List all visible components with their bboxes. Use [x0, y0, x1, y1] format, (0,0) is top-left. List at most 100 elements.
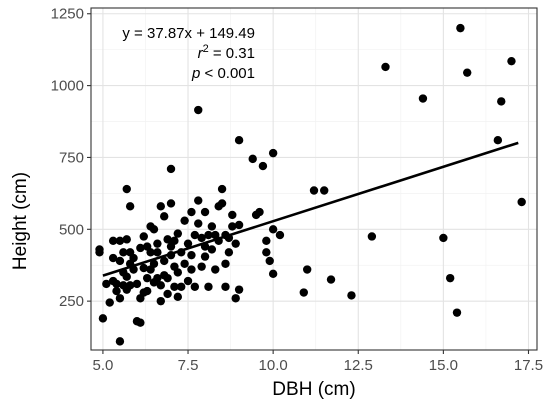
data-point — [190, 282, 200, 291]
y-axis-title: Height (cm) — [10, 172, 31, 270]
data-point — [200, 252, 210, 261]
y-tick-label: 750 — [59, 149, 84, 166]
data-point — [122, 184, 131, 194]
data-point — [211, 265, 220, 274]
data-point — [231, 239, 240, 248]
data-point — [142, 286, 152, 296]
data-point — [146, 248, 155, 257]
data-point — [170, 282, 179, 291]
data-point — [177, 282, 186, 291]
data-point — [183, 239, 193, 248]
data-point — [136, 243, 145, 253]
data-point — [166, 199, 176, 208]
x-tick-label: 5.0 — [92, 357, 113, 374]
data-point — [439, 233, 448, 243]
data-point — [183, 276, 193, 286]
data-point — [125, 202, 135, 211]
data-point — [95, 248, 104, 257]
data-point — [163, 235, 172, 244]
data-point — [217, 184, 227, 194]
data-point — [217, 199, 227, 208]
data-point — [262, 248, 271, 257]
data-point — [98, 314, 108, 323]
data-point — [125, 281, 135, 290]
p-value-label: p < 0.001 — [191, 65, 255, 82]
data-point — [112, 279, 121, 289]
data-point — [367, 232, 377, 241]
data-point — [268, 148, 278, 158]
x-tick-label: 10.0 — [259, 357, 288, 374]
y-tick-label: 250 — [59, 293, 84, 310]
data-point — [456, 23, 465, 33]
data-point — [234, 285, 244, 294]
data-point — [194, 219, 203, 228]
data-point — [173, 229, 183, 238]
regression-line — [102, 141, 519, 277]
data-point — [497, 97, 506, 106]
data-point — [115, 236, 125, 245]
data-point — [207, 245, 217, 254]
data-point — [200, 207, 210, 217]
data-point — [190, 230, 200, 240]
y-tick-label: 500 — [59, 221, 84, 238]
data-point — [493, 136, 503, 145]
r-squared-label: r2 = 0.31 — [198, 43, 255, 62]
data-point — [255, 207, 264, 217]
data-point — [163, 273, 172, 283]
data-point — [268, 269, 278, 279]
data-point — [381, 62, 390, 72]
data-point — [119, 248, 128, 257]
data-point — [180, 259, 189, 268]
data-point — [194, 196, 203, 205]
data-point — [228, 210, 237, 220]
panel-border — [90, 7, 538, 351]
data-point — [115, 294, 125, 303]
y-tick-label: 1250 — [51, 6, 84, 23]
data-point — [204, 230, 213, 240]
data-point — [248, 154, 257, 164]
data-point — [262, 236, 271, 245]
data-point — [153, 239, 162, 248]
data-point — [102, 279, 111, 289]
data-point — [418, 94, 428, 103]
data-point — [299, 288, 308, 297]
data-point — [221, 259, 230, 268]
data-point — [445, 273, 455, 283]
data-point — [149, 225, 159, 234]
data-point — [347, 291, 356, 300]
data-point — [221, 282, 230, 291]
data-point — [320, 186, 329, 195]
data-point — [163, 289, 172, 299]
data-point — [156, 202, 165, 211]
data-point — [173, 292, 183, 302]
data-point — [326, 275, 336, 284]
data-point — [194, 105, 203, 115]
data-point — [156, 281, 165, 290]
data-point — [265, 256, 274, 266]
data-point — [153, 273, 162, 283]
data-point — [180, 216, 189, 225]
data-point — [112, 286, 121, 296]
data-point — [173, 268, 183, 277]
data-point — [463, 68, 472, 77]
data-point — [159, 212, 169, 221]
data-point — [234, 136, 244, 145]
data-point — [224, 248, 234, 257]
data-point — [187, 250, 196, 260]
data-point — [166, 164, 176, 174]
data-point — [122, 235, 131, 244]
data-points — [95, 23, 526, 346]
regression-equation: y = 37.87x + 149.49 — [122, 25, 255, 42]
data-point — [197, 233, 206, 243]
data-point — [517, 197, 526, 207]
data-point — [139, 232, 148, 241]
data-point — [159, 256, 169, 266]
data-point — [132, 279, 142, 289]
data-point — [234, 220, 244, 230]
data-point — [268, 225, 278, 234]
y-tick-label: 1000 — [51, 78, 84, 95]
data-point — [302, 265, 312, 274]
data-point — [309, 186, 319, 195]
data-point — [507, 56, 516, 66]
